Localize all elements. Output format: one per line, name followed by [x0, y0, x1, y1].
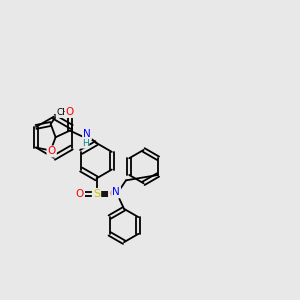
Text: N: N — [83, 129, 91, 139]
Text: O: O — [109, 189, 117, 199]
Text: O: O — [47, 146, 56, 157]
Text: S: S — [93, 189, 100, 199]
Text: N: N — [112, 187, 120, 197]
Text: H: H — [82, 139, 88, 148]
Text: O: O — [66, 107, 74, 117]
Text: O: O — [76, 189, 84, 199]
Text: CH₃: CH₃ — [57, 108, 73, 117]
